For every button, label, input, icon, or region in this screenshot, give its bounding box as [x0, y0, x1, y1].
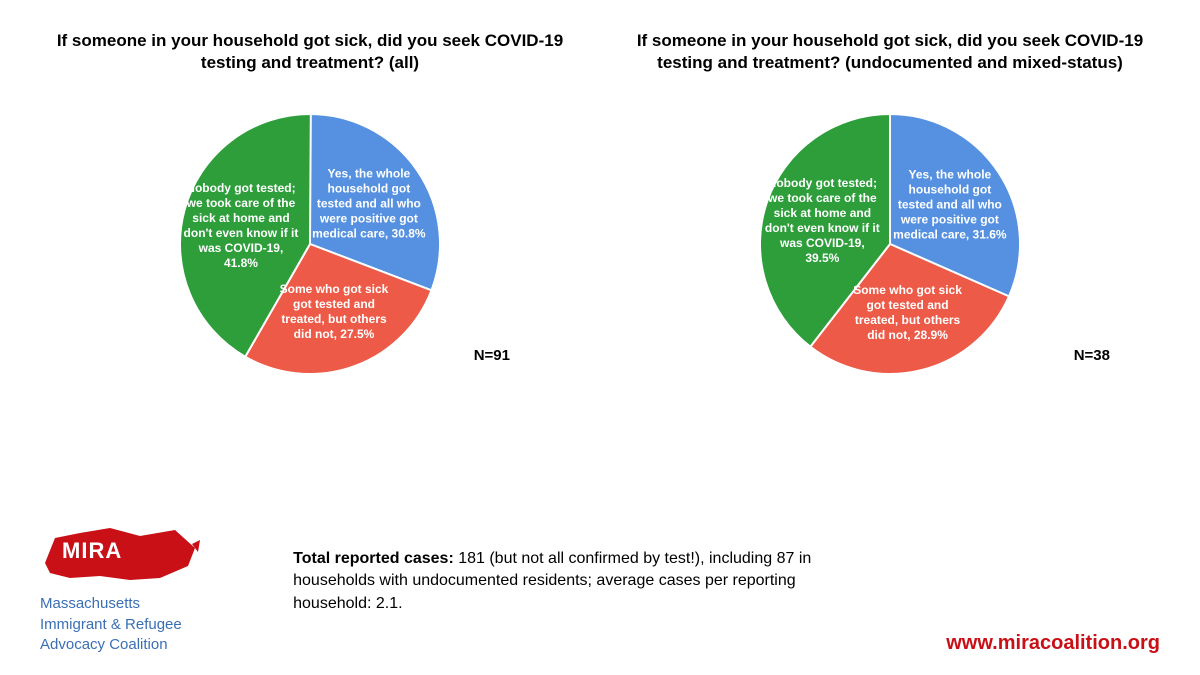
pie-chart-all: N=91 Yes, the whole household got tested… [80, 94, 540, 394]
chart-block-all: If someone in your household got sick, d… [40, 30, 580, 394]
org-line3: Advocacy Coalition [40, 636, 168, 653]
org-line2: Immigrant & Refugee [40, 616, 182, 633]
chart-title-2: If someone in your household got sick, d… [630, 30, 1150, 74]
logo-acronym: MIRA [62, 538, 122, 564]
n-label-1: N=91 [474, 347, 510, 364]
chart-title-1: If someone in your household got sick, d… [50, 30, 570, 74]
footer: MIRA Massachusetts Immigrant & Refugee A… [0, 518, 1200, 655]
org-name: Massachusetts Immigrant & Refugee Advoca… [40, 594, 182, 655]
org-line1: Massachusetts [40, 595, 140, 612]
logo-block: MIRA Massachusetts Immigrant & Refugee A… [40, 518, 200, 655]
logo-shape: MIRA [40, 518, 200, 588]
website-url: www.miracoalition.org [946, 632, 1160, 655]
chart-block-undoc: If someone in your household got sick, d… [620, 30, 1160, 394]
n-label-2: N=38 [1074, 347, 1110, 364]
pie-chart-undoc: N=38 Yes, the whole household got tested… [660, 94, 1120, 394]
charts-row: If someone in your household got sick, d… [0, 0, 1200, 394]
footnote-lead: Total reported cases: [293, 550, 454, 567]
footnote: Total reported cases: 181 (but not all c… [293, 548, 853, 615]
